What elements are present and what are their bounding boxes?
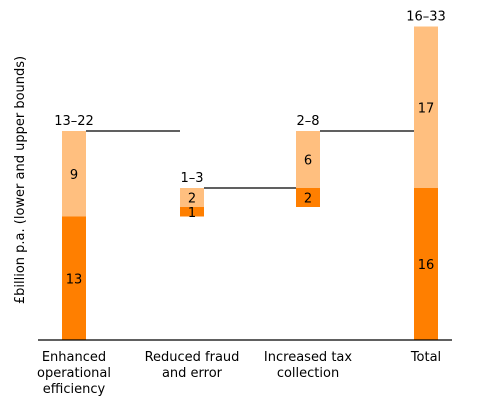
bar-lower-label-1: 1 — [188, 206, 196, 221]
bar-lower-3 — [414, 188, 438, 340]
bar-lower-0 — [62, 216, 86, 340]
bar-upper-0 — [62, 131, 86, 217]
bar-lower-1 — [180, 207, 204, 217]
category-label-0-line-2: efficiency — [43, 382, 106, 397]
bar-lower-label-3: 16 — [418, 258, 435, 273]
bar-upper-2 — [296, 131, 320, 188]
category-label-0: Enhanced operational efficiency — [37, 350, 111, 397]
range-label-0: 13–22 — [54, 114, 94, 129]
category-label-1-line-0: Reduced fraud — [145, 350, 240, 365]
category-label-3-line-0: Total — [410, 350, 441, 365]
bar-upper-3 — [414, 26, 438, 188]
bar-upper-label-0: 9 — [70, 168, 78, 183]
bar-upper-label-2: 6 — [304, 154, 312, 169]
bar-upper-1 — [180, 188, 204, 207]
category-labels: Enhanced operational efficiency Reduced fra… — [37, 350, 441, 397]
bar-upper-label-1: 2 — [188, 192, 196, 207]
category-label-2-line-0: Increased tax — [264, 350, 352, 365]
category-label-2-line-1: collection — [277, 366, 339, 381]
y-axis-label: £billion p.a. (lower and upper bounds) — [13, 56, 28, 304]
category-label-0-line-0: Enhanced — [42, 350, 106, 365]
category-label-3: Total — [410, 350, 441, 365]
category-label-1: Reduced fraud and error — [145, 350, 240, 381]
range-label-3: 16–33 — [406, 10, 446, 25]
range-labels: 13–22 1–3 2–8 16–33 — [54, 10, 446, 187]
bar-upper-label-3: 17 — [418, 101, 435, 116]
connector-lines — [86, 130, 414, 189]
range-label-2: 2–8 — [296, 114, 319, 129]
bar-lower-label-0: 13 — [66, 272, 83, 287]
category-label-0-line-1: operational — [37, 366, 111, 381]
bar-lower-2 — [296, 188, 320, 207]
bar-segments — [62, 26, 438, 340]
category-label-2: Increased tax collection — [264, 350, 352, 381]
range-label-1: 1–3 — [180, 171, 203, 186]
bar-lower-label-2: 2 — [304, 192, 312, 207]
category-label-1-line-1: and error — [162, 366, 223, 381]
